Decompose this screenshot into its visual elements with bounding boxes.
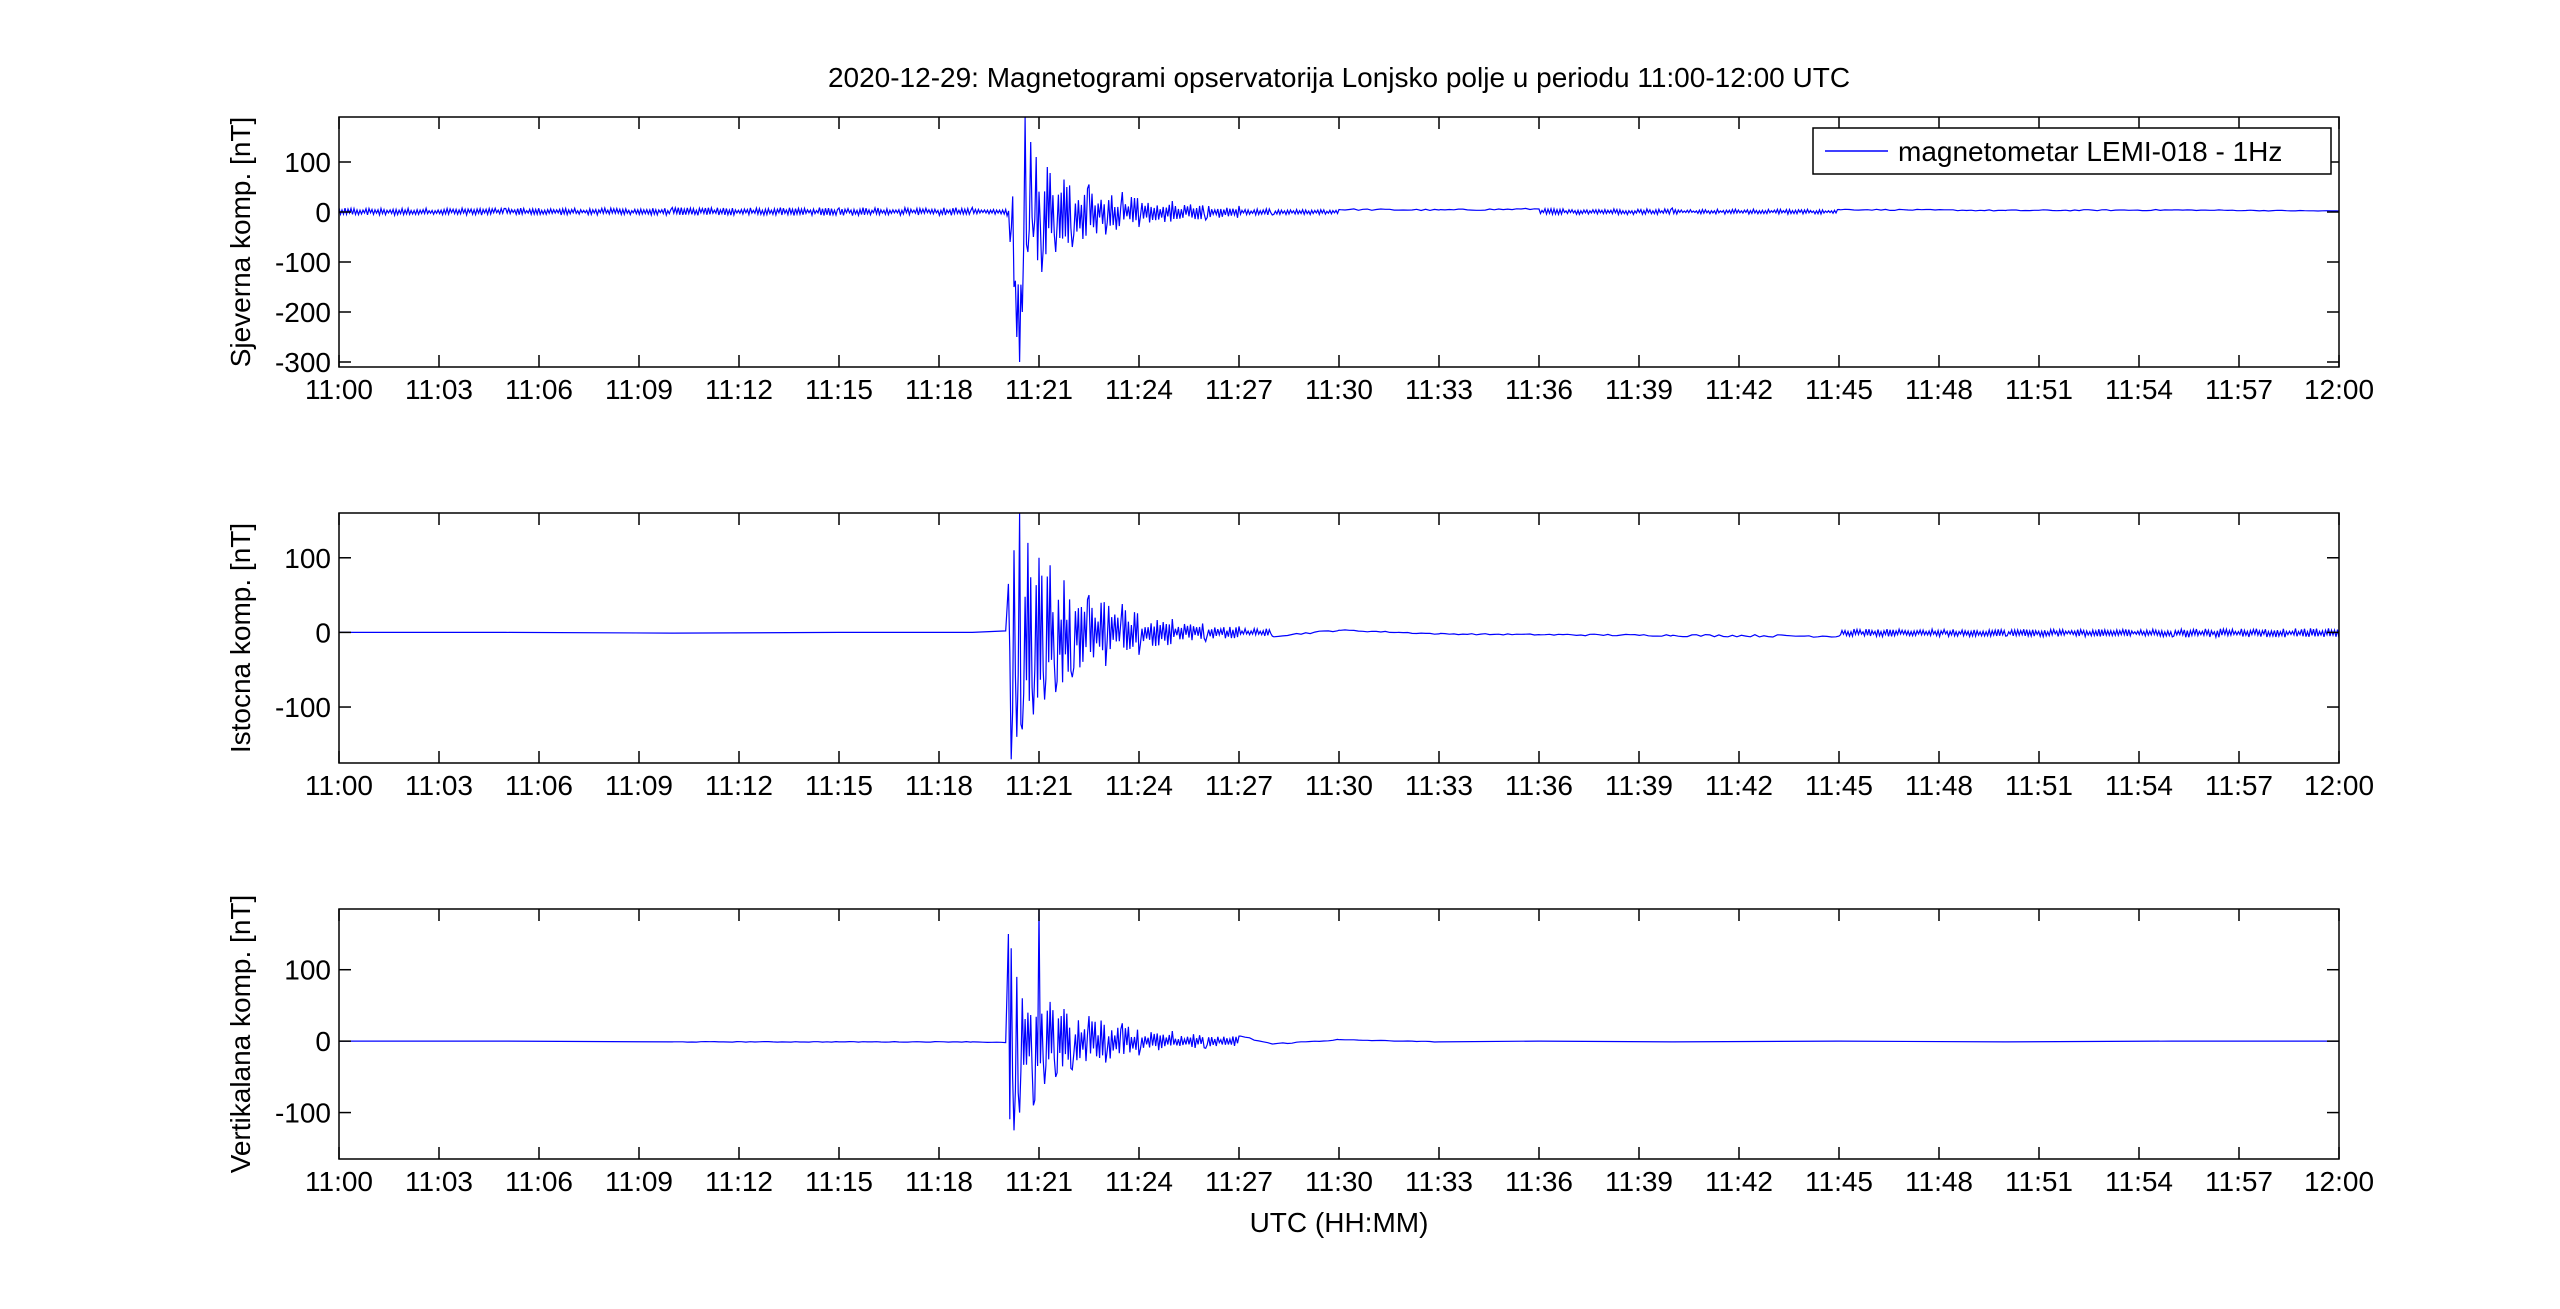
- x-tick-label: 11:24: [1105, 1166, 1173, 1197]
- x-tick-label: 11:48: [1905, 770, 1973, 801]
- data-series-line: [339, 117, 2339, 363]
- x-tick-label: 11:12: [705, 1166, 773, 1197]
- axes-box: [338, 908, 2340, 1160]
- x-tick-label: 11:27: [1205, 770, 1273, 801]
- x-tick-label: 11:15: [805, 1166, 873, 1197]
- x-tick-label: 11:03: [405, 1166, 473, 1197]
- x-tick-label: 11:09: [605, 374, 673, 405]
- x-tick-label: 11:21: [1005, 1166, 1073, 1197]
- x-tick-label: 11:39: [1605, 770, 1673, 801]
- x-tick-label: 11:42: [1705, 1166, 1773, 1197]
- x-tick-label: 11:33: [1405, 770, 1473, 801]
- x-tick-label: 11:21: [1005, 374, 1073, 405]
- x-tick-label: 11:21: [1005, 770, 1073, 801]
- x-tick-label: 11:24: [1105, 374, 1173, 405]
- x-tick-label: 11:00: [305, 770, 373, 801]
- x-tick-label: 11:36: [1505, 1166, 1573, 1197]
- x-tick-label: 11:15: [805, 770, 873, 801]
- x-tick-label: 11:03: [405, 374, 473, 405]
- x-tick-label: 11:09: [605, 1166, 673, 1197]
- x-tick-label: 12:00: [2304, 770, 2374, 801]
- x-tick-label: 11:39: [1605, 1166, 1673, 1197]
- x-tick-label: 11:06: [505, 1166, 573, 1197]
- x-tick-label: 11:30: [1305, 374, 1373, 405]
- y-tick-label: 0: [315, 617, 331, 648]
- x-tick-label: 11:12: [705, 374, 773, 405]
- x-tick-label: 11:00: [305, 1166, 373, 1197]
- x-tick-label: 11:18: [905, 770, 973, 801]
- legend: magnetometar LEMI-018 - 1Hz: [1812, 127, 2332, 175]
- x-tick-label: 11:45: [1805, 374, 1873, 405]
- x-tick-label: 11:18: [905, 374, 973, 405]
- x-tick-label: 11:18: [905, 1166, 973, 1197]
- y-tick-label: 0: [315, 197, 331, 228]
- y-tick-label: 100: [284, 955, 331, 986]
- x-tick-label: 11:54: [2105, 1166, 2173, 1197]
- x-tick-label: 11:27: [1205, 1166, 1273, 1197]
- x-tick-label: 11:00: [305, 374, 373, 405]
- x-tick-label: 11:06: [505, 770, 573, 801]
- x-tick-label: 11:48: [1905, 1166, 1973, 1197]
- x-tick-label: 11:33: [1405, 1166, 1473, 1197]
- y-tick-label: -200: [275, 297, 331, 328]
- chart-panels: 11:00 11:03 11:06 11:09 11:12 11:15 11:18 11:21…: [225, 116, 2374, 1197]
- x-tick-label: 11:51: [2005, 374, 2073, 405]
- chart-panel-2: 11:00 11:03 11:06 11:09 11:12 11:15 11:18 11:21…: [225, 512, 2374, 801]
- x-tick-label: 11:33: [1405, 374, 1473, 405]
- x-tick-label: 11:45: [1805, 1166, 1873, 1197]
- x-tick-label: 11:39: [1605, 374, 1673, 405]
- y-tick-label: 100: [284, 543, 331, 574]
- x-tick-label: 11:57: [2205, 770, 2273, 801]
- x-tick-label: 11:36: [1505, 374, 1573, 405]
- legend-box: [1812, 127, 2332, 175]
- y-tick-label: -100: [275, 247, 331, 278]
- x-tick-label: 11:36: [1505, 770, 1573, 801]
- x-tick-label: 12:00: [2304, 374, 2374, 405]
- x-tick-label: 11:03: [405, 770, 473, 801]
- data-series-line: [339, 513, 2339, 760]
- x-tick-label: 11:24: [1105, 770, 1173, 801]
- x-tick-label: 11:51: [2005, 1166, 2073, 1197]
- y-tick-label: -300: [275, 347, 331, 378]
- chart-panel-1: 11:00 11:03 11:06 11:09 11:12 11:15 11:18 11:21…: [225, 116, 2374, 405]
- x-tick-label: 12:00: [2304, 1166, 2374, 1197]
- x-tick-label: 11:51: [2005, 770, 2073, 801]
- x-tick-label: 11:42: [1705, 374, 1773, 405]
- x-tick-label: 11:57: [2205, 374, 2273, 405]
- x-tick-label: 11:15: [805, 374, 873, 405]
- x-tick-label: 11:27: [1205, 374, 1273, 405]
- x-tick-label: 11:30: [1305, 770, 1373, 801]
- y-tick-label: 0: [315, 1026, 331, 1057]
- x-tick-label: 11:54: [2105, 374, 2173, 405]
- x-tick-label: 11:09: [605, 770, 673, 801]
- y-axis-label: Vertikalana komp. [nT]: [225, 895, 256, 1174]
- x-axis-label: UTC (HH:MM): [1250, 1207, 1429, 1238]
- x-tick-label: 11:30: [1305, 1166, 1373, 1197]
- x-tick-label: 11:48: [1905, 374, 1973, 405]
- x-tick-label: 11:12: [705, 770, 773, 801]
- x-tick-label: 11:45: [1805, 770, 1873, 801]
- x-tick-label: 11:57: [2205, 1166, 2273, 1197]
- y-tick-label: 100: [284, 147, 331, 178]
- axes-box: [338, 512, 2340, 764]
- y-axis-label: Istocna komp. [nT]: [225, 523, 256, 753]
- x-tick-label: 11:06: [505, 374, 573, 405]
- legend-label: magnetometar LEMI-018 - 1Hz: [1898, 136, 2282, 167]
- x-tick-label: 11:42: [1705, 770, 1773, 801]
- y-tick-label: -100: [275, 692, 331, 723]
- chart-panel-3: 11:00 11:03 11:06 11:09 11:12 11:15 11:18 11:21…: [225, 895, 2374, 1197]
- y-tick-label: -100: [275, 1098, 331, 1129]
- figure-title: 2020-12-29: Magnetogrami opservatorija L…: [828, 62, 1850, 93]
- data-series-line: [339, 909, 2339, 1131]
- y-axis-label: Sjeverna komp. [nT]: [225, 117, 256, 368]
- x-tick-label: 11:54: [2105, 770, 2173, 801]
